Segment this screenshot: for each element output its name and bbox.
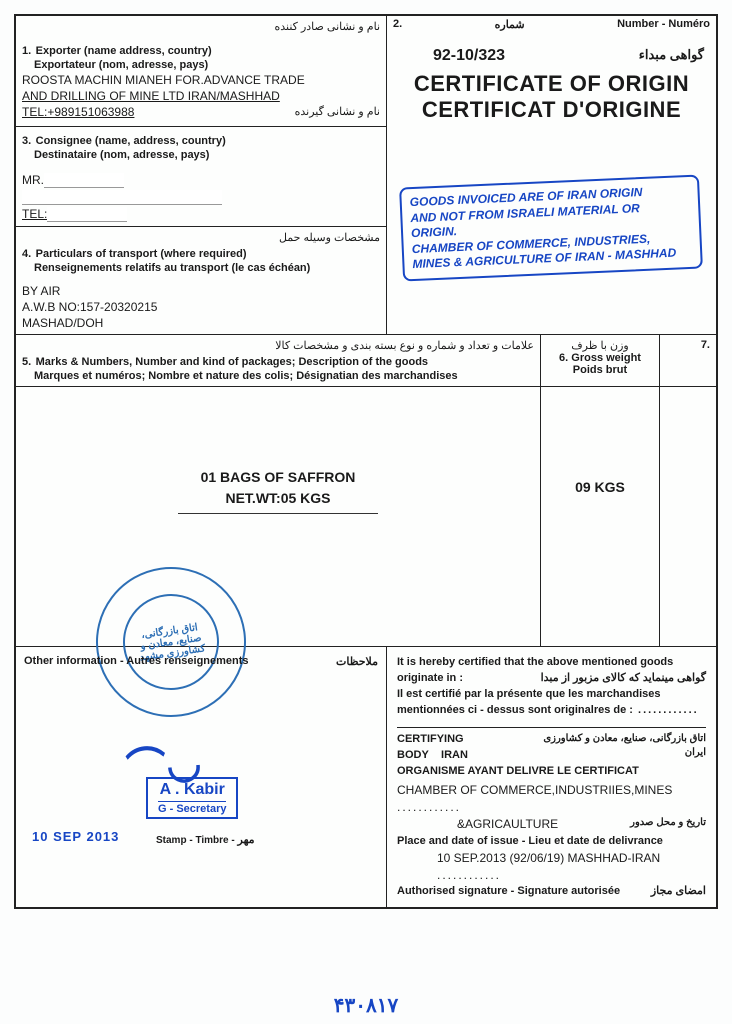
- signer-name: A . Kabir: [158, 781, 226, 799]
- signer-role: G - Secretary: [158, 801, 226, 815]
- number-label: Number - Numéro: [617, 18, 710, 31]
- desc-underline: [178, 513, 378, 514]
- footer-row: اتاق بازرگانی، صنایع، معادن و کشاورزی مش…: [16, 647, 716, 907]
- sec1-label-en: Exporter (name address, country): [36, 45, 212, 57]
- sec7-num: 7.: [666, 339, 710, 351]
- sec6-label-fr: Poids brut: [547, 364, 653, 376]
- other-info-persian: ملاحظات: [336, 655, 378, 668]
- stamp-timbre-label: Stamp - Timbre - مهر: [156, 833, 255, 846]
- cert-chamber2: &AGRICAULTURE: [397, 816, 558, 833]
- goods-header-row: علامات و تعداد و شماره و نوع بسته بندی و…: [16, 335, 716, 387]
- sec3-label-en: Consignee (name, address, country): [36, 135, 226, 147]
- certificate-document: نام و نشانی صادر کننده 2. شماره Number -…: [14, 14, 718, 909]
- title-persian: گواهی مبداء: [639, 47, 704, 63]
- sec5-num: 5.: [22, 356, 31, 368]
- page-number: ۴۳۰۸۱۷: [0, 993, 732, 1018]
- goods-description: 01 BAGS OF SAFFRON NET.WT:05 KGS: [16, 467, 540, 514]
- cert-l2: originate in :: [397, 671, 463, 687]
- cert-l1: It is hereby certified that the above me…: [397, 655, 706, 671]
- consignee-row: 3. Consignee (name, address, country) De…: [16, 127, 716, 227]
- cert-l3: Il est certifié par la présente que les …: [397, 687, 706, 703]
- sec3-num: 3.: [22, 135, 31, 147]
- sec4-persian: مشخصات وسیله حمل: [22, 231, 380, 244]
- sec4-num: 4.: [22, 248, 31, 260]
- signature-box: A . Kabir G - Secretary: [146, 777, 238, 819]
- goods-desc2: NET.WT:05 KGS: [16, 488, 540, 509]
- number-persian: شماره: [495, 18, 525, 31]
- transport-route: MASHAD/DOH: [22, 316, 380, 330]
- other-info-label: Other information - Autres renseignement…: [24, 655, 249, 668]
- cert-auth-label: Authorised signature - Signature autoris…: [397, 884, 620, 900]
- cert-chamber: CHAMBER OF COMMERCE,INDUSTRIIES,MINES: [397, 782, 706, 817]
- cert-l2-persian: گواهی مینماید که کالای مزبور از مبدا: [541, 671, 706, 687]
- cert-body-persian: اتاق بازرگانی، صنایع، معادن و کشاورزی ای…: [530, 732, 706, 764]
- cert-body-val: IRAN: [441, 749, 468, 761]
- gross-weight-value: 09 KGS: [541, 479, 659, 495]
- header-row: نام و نشانی صادر کننده 2. شماره Number -…: [16, 16, 716, 41]
- sec5-persian: علامات و تعداد و شماره و نوع بسته بندی و…: [22, 339, 534, 352]
- sec4-label-en: Particulars of transport (where required…: [36, 248, 247, 260]
- transport-awb: A.W.B NO:157-20320215: [22, 300, 380, 314]
- round-stamp-inner: اتاق بازرگانی، صنایع، معادن و کشاورزی مش…: [117, 588, 225, 696]
- exporter-persian-label: نام و نشانی صادر کننده: [22, 20, 380, 33]
- sec1-label-fr: Exportateur (nom, adresse, pays): [22, 59, 380, 71]
- cert-place-label: Place and date of issue - Lieu et date d…: [397, 834, 706, 850]
- sec6-num: 6.: [559, 352, 568, 364]
- cert-l4: mentionnées ci - dessus sont originalres…: [397, 703, 706, 719]
- transport-mode: BY AIR: [22, 284, 380, 298]
- exporter-line1: ROOSTA MACHIN MIANEH FOR.ADVANCE TRADE: [22, 73, 380, 87]
- sec5-label-en: Marks & Numbers, Number and kind of pack…: [36, 356, 428, 368]
- cert-body-label-fr: ORGANISME AYANT DELIVRE LE CERTIFICAT: [397, 764, 706, 780]
- title-en: CERTIFICATE OF ORIGIN: [393, 71, 710, 97]
- sec4-label-fr: Renseignements relatifs au transport (le…: [22, 262, 380, 274]
- cert-auth-persian: امضای مجاز: [651, 884, 706, 900]
- exporter-tel: TEL:+989151063988: [22, 105, 134, 119]
- issue-date-stamp: 10 SEP 2013: [32, 829, 119, 844]
- redacted-tel: xxxxx: [47, 207, 127, 222]
- sec5-label-fr: Marques et numéros; Nombre et nature des…: [22, 370, 534, 382]
- consignee-persian-label: نام و نشانی گیرنده: [295, 105, 380, 119]
- exporter-line2: AND DRILLING OF MINE LTD IRAN/MASHHAD: [22, 89, 380, 103]
- title-fr: CERTIFICAT D'ORIGINE: [393, 97, 710, 123]
- redacted-name: xxxxxxx: [44, 173, 124, 188]
- exporter-title-row: 1. Exporter (name address, country) Expo…: [16, 41, 716, 127]
- consignee-line1: MR.xxxxxxx: [22, 173, 380, 188]
- sec6-persian: وزن با ظرف: [547, 339, 653, 352]
- goods-desc1: 01 BAGS OF SAFFRON: [16, 467, 540, 488]
- sec1-num: 1.: [22, 45, 31, 57]
- cert-place-val: 10 SEP.2013 (92/06/19) MASHHAD-IRAN: [397, 850, 706, 885]
- doc-number: 92-10/323: [433, 47, 505, 65]
- sec3-label-fr: Destinataire (nom, adresse, pays): [22, 149, 380, 161]
- transport-row: مشخصات وسیله حمل 4. Particulars of trans…: [16, 227, 716, 335]
- sec6-label-en: Gross weight: [571, 352, 641, 364]
- cert-chamber-persian: تاریخ و محل صدور: [630, 816, 706, 833]
- redacted-addr: xxxxxxx: [22, 190, 222, 205]
- consignee-tel: TEL:xxxxx: [22, 207, 380, 222]
- box-2-num: 2.: [393, 18, 402, 31]
